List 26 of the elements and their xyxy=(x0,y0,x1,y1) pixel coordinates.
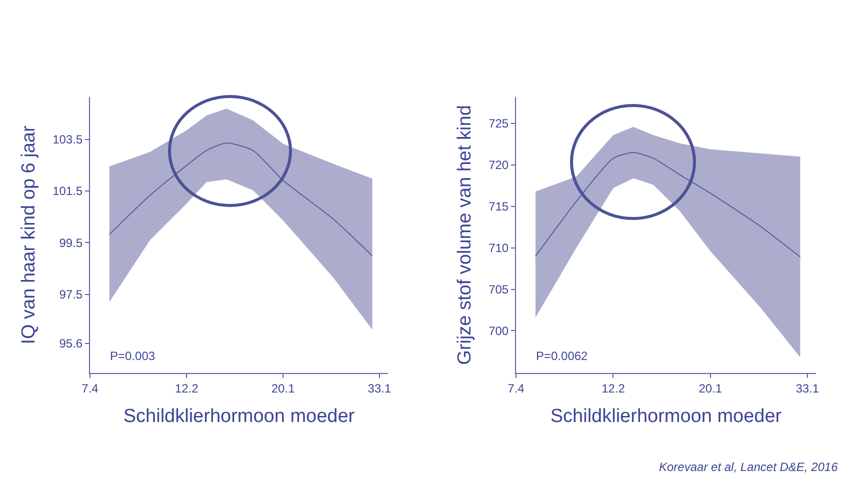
x-axis-title: Schildklierhormoon moeder xyxy=(123,406,356,428)
y-tick-label: 103.5 xyxy=(52,132,83,147)
annotation: P=0.003 xyxy=(110,349,156,363)
y-tick-label: 95.6 xyxy=(59,336,83,351)
x-tick-label: 33.1 xyxy=(796,381,820,396)
y-tick-label: 710 xyxy=(488,241,509,256)
y-tick-label: 705 xyxy=(488,282,509,296)
x-tick-label: 20.1 xyxy=(271,381,296,396)
y-axis-title: Grijze stof volume van het kind xyxy=(454,105,476,365)
x-tick-label: 12.2 xyxy=(174,381,199,396)
y-tick-label: 700 xyxy=(488,324,509,338)
x-tick-label: 7.4 xyxy=(82,381,99,396)
y-tick-label: 101.5 xyxy=(52,184,83,198)
x-tick-label: 12.2 xyxy=(602,381,626,396)
text: Korevaar et al, Lancet D&E, 2016 xyxy=(659,460,838,474)
y-tick-label: 725 xyxy=(488,116,509,131)
y-tick-label: 99.5 xyxy=(59,236,83,250)
x-tick-label: 20.1 xyxy=(698,381,722,396)
annotation: P=0.0062 xyxy=(536,349,588,363)
x-axis-title: Schildklierhormoon moeder xyxy=(550,406,782,428)
x-tick-label: 7.4 xyxy=(508,381,525,396)
y-axis-title: IQ van haar kind op 6 jaar xyxy=(18,125,40,344)
y-tick-label: 97.5 xyxy=(59,287,83,302)
x-tick-label: 33.1 xyxy=(368,381,392,396)
y-tick-label: 715 xyxy=(488,200,509,214)
y-tick-label: 720 xyxy=(488,158,509,172)
